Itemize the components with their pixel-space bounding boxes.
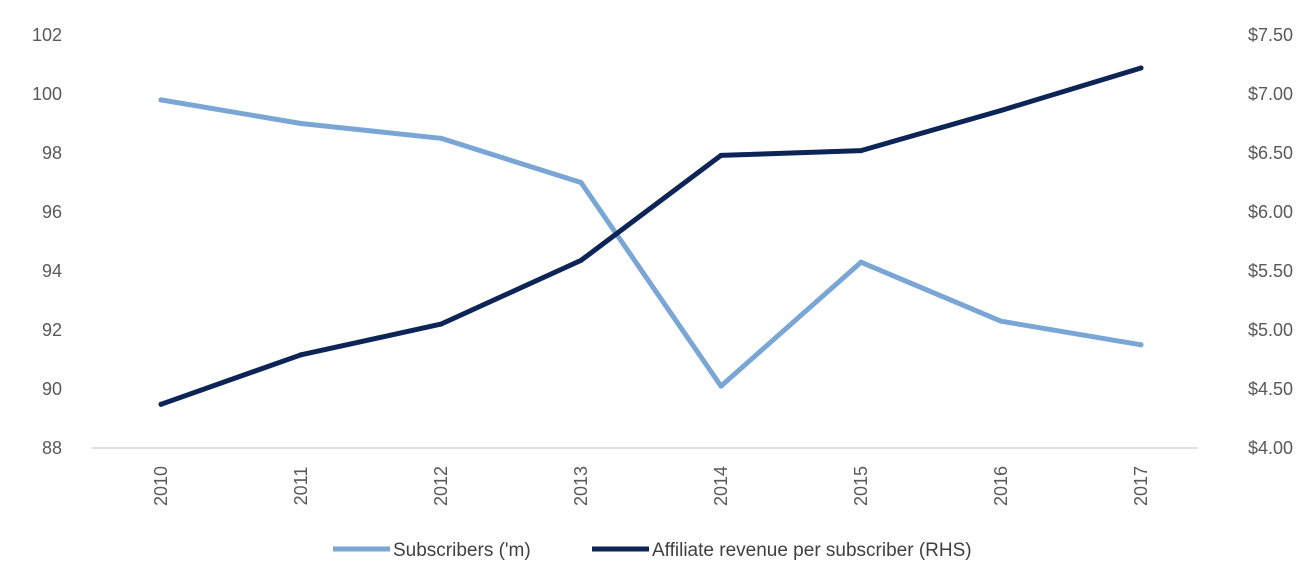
left-tick-label: 88 (42, 438, 62, 458)
left-tick-label: 96 (42, 202, 62, 222)
right-tick-label: $6.50 (1248, 143, 1293, 163)
data-point (998, 108, 1004, 113)
data-point (858, 148, 864, 154)
data-point (158, 97, 164, 103)
left-axis: 102 100 98 96 94 92 90 88 (32, 25, 62, 458)
x-tick-label: 2014 (711, 466, 731, 506)
x-tick-label: 2017 (1131, 466, 1151, 506)
legend: Subscribers ('m) Affiliate revenue per s… (333, 540, 972, 561)
right-tick-label: $6.00 (1248, 202, 1293, 222)
data-point (718, 383, 724, 389)
left-tick-label: 92 (42, 320, 62, 340)
data-point (578, 180, 584, 185)
data-point (998, 318, 1004, 324)
data-point (718, 152, 724, 158)
data-point (578, 257, 584, 263)
left-tick-label: 98 (42, 143, 62, 163)
data-point (158, 401, 164, 407)
left-tick-label: 100 (32, 84, 62, 104)
x-tick-label: 2010 (151, 466, 171, 506)
legend-label-affiliate-revenue: Affiliate revenue per subscriber (RHS) (652, 540, 972, 561)
data-point (298, 121, 304, 126)
x-tick-label: 2011 (291, 467, 311, 506)
x-tick-label: 2013 (571, 466, 591, 506)
right-tick-label: $4.50 (1248, 379, 1293, 399)
series-line-affiliate-revenue (158, 65, 1144, 407)
data-point (1138, 65, 1144, 71)
right-axis: $7.50 $7.00 $6.50 $6.00 $5.50 $5.00 $4.50 $4.00 (1248, 25, 1293, 458)
legend-label-subscribers: Subscribers ('m) (393, 540, 531, 561)
right-tick-label: $4.00 (1248, 438, 1293, 458)
data-point (298, 352, 304, 358)
series-line-subscribers (158, 97, 1144, 389)
x-axis: 2010 2011 2012 2013 2014 2015 2016 2017 (151, 466, 1151, 506)
right-tick-label: $5.50 (1248, 261, 1293, 281)
right-tick-label: $5.00 (1248, 320, 1293, 340)
x-tick-label: 2015 (851, 466, 871, 506)
data-point (438, 321, 444, 327)
left-tick-label: 90 (42, 379, 62, 399)
left-tick-label: 102 (32, 25, 62, 45)
data-point (858, 259, 864, 265)
x-tick-label: 2016 (991, 466, 1011, 506)
x-tick-label: 2012 (431, 466, 451, 506)
data-point (438, 135, 444, 141)
series-lines (158, 65, 1144, 407)
right-tick-label: $7.50 (1248, 25, 1293, 45)
left-tick-label: 94 (42, 261, 62, 281)
data-point (1138, 342, 1144, 348)
right-tick-label: $7.00 (1248, 84, 1293, 104)
